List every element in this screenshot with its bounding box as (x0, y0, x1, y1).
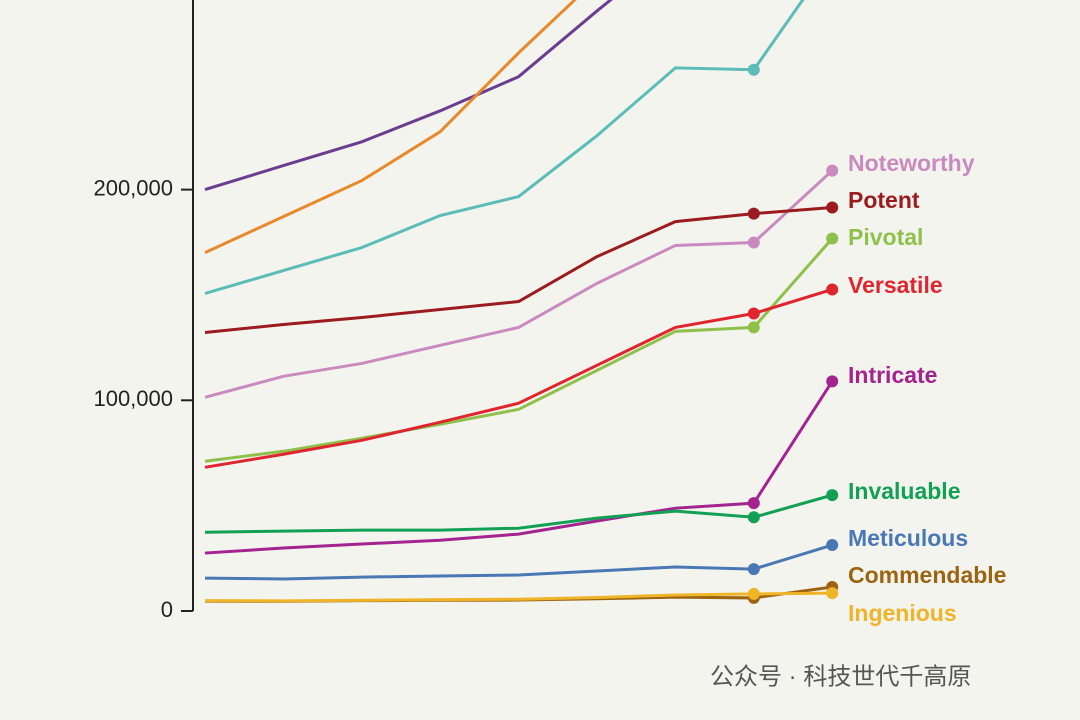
y-tick-label: 0 (161, 597, 173, 622)
point (826, 232, 839, 245)
point (747, 236, 760, 249)
point (826, 539, 839, 552)
series-line (204, 288, 833, 469)
series-line (204, 237, 834, 463)
point (826, 375, 839, 388)
point (747, 207, 760, 220)
series-label: Potent (848, 187, 920, 213)
point (747, 511, 760, 524)
series-label: Meticulous (848, 525, 968, 551)
point (747, 587, 760, 600)
series-line (204, 169, 834, 399)
point (826, 489, 839, 502)
point (747, 63, 760, 76)
series-line (204, 380, 834, 555)
series-label: Commendable (848, 562, 1006, 588)
point (747, 563, 760, 576)
point (826, 164, 839, 177)
watermark: 公众号 · 科技世代千高原 (710, 663, 971, 690)
point (747, 497, 760, 510)
series-line (204, 591, 833, 603)
series-line (204, 0, 613, 192)
series-line (204, 0, 577, 254)
series-line (204, 493, 833, 534)
y-tick-label: 100,000 (93, 386, 173, 411)
series-label: Invaluable (848, 478, 960, 504)
series-line (204, 206, 833, 334)
point (747, 321, 760, 334)
point (826, 283, 839, 296)
series-label: Noteworthy (848, 150, 975, 176)
series-label: Ingenious (848, 600, 957, 626)
series-label: Versatile (848, 272, 943, 298)
series-line (204, 0, 805, 295)
y-tick-label: 200,000 (93, 175, 173, 200)
series-line (204, 543, 833, 581)
series-label: Pivotal (848, 224, 923, 250)
series-label: Intricate (848, 362, 937, 388)
point (826, 201, 839, 214)
point (826, 587, 839, 600)
point (747, 307, 760, 320)
